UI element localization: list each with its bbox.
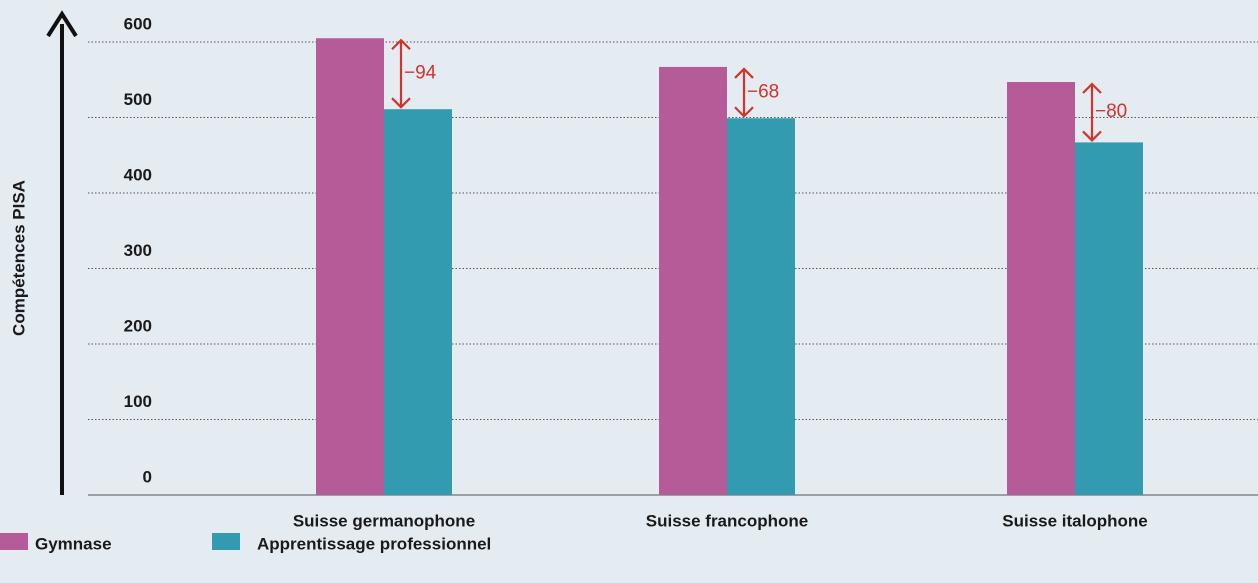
y-axis-arrow: [46, 10, 78, 38]
annotation: −94: [404, 63, 437, 84]
x-tick-label: Suisse francophone: [646, 511, 808, 530]
difference-arrow: [391, 38, 411, 109]
difference-arrow: [1082, 82, 1102, 142]
y-tick-label: 600: [124, 14, 152, 33]
y-tick-label: 0: [143, 467, 152, 486]
y-tick-label: 300: [124, 241, 152, 260]
bar: [1007, 82, 1075, 495]
legend-swatch: [0, 533, 28, 550]
y-tick-label: 200: [124, 316, 152, 335]
y-tick-label: 500: [124, 90, 152, 109]
bar: [1075, 142, 1143, 496]
legend-swatch: [212, 533, 240, 550]
annotation: −68: [747, 82, 779, 103]
bar: [384, 109, 452, 495]
x-tick-label: Suisse germanophone: [293, 511, 475, 530]
bar: [727, 118, 795, 495]
bar: [316, 38, 384, 495]
legend-label: Apprentissage professionnel: [257, 534, 491, 553]
y-axis-label: Compétences PISA: [9, 180, 28, 336]
difference-arrow: [734, 67, 754, 118]
x-tick-label: Suisse italophone: [1002, 511, 1147, 530]
legend-label: Gymnase: [35, 534, 112, 553]
y-tick-label: 100: [124, 392, 152, 411]
annotation: −80: [1095, 101, 1127, 122]
bar: [659, 66, 727, 495]
y-tick-label: 400: [124, 165, 152, 184]
